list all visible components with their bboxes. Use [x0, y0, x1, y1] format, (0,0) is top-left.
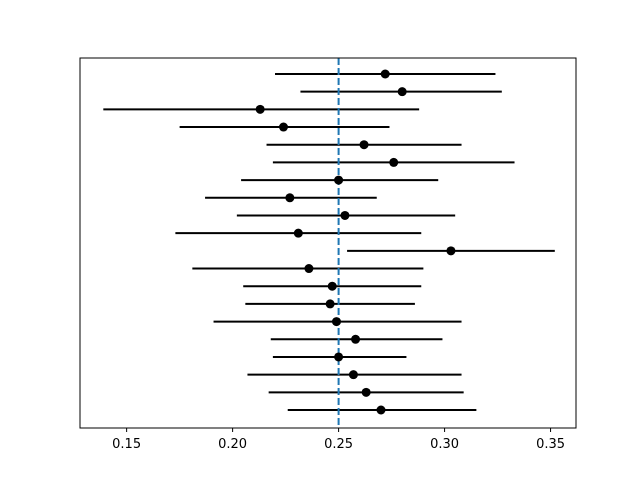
- x-axis: 0.15 0.20 0.25 0.30 0.35: [112, 428, 565, 452]
- data-point: [325, 299, 335, 309]
- data-point: [304, 264, 314, 274]
- data-point: [351, 334, 361, 344]
- data-point: [255, 104, 265, 114]
- data-point: [285, 193, 295, 203]
- x-tick-label: 0.25: [324, 437, 353, 452]
- data-point: [359, 140, 369, 150]
- data-point: [380, 69, 390, 79]
- data-point: [376, 405, 386, 415]
- data-point: [348, 370, 358, 380]
- x-tick-label: 0.35: [536, 437, 565, 452]
- data-point: [389, 157, 399, 167]
- data-point: [397, 87, 407, 97]
- data-point: [340, 210, 350, 220]
- data-point: [334, 175, 344, 185]
- data-point: [278, 122, 288, 132]
- x-tick-label: 0.20: [218, 437, 247, 452]
- x-tick-label: 0.30: [430, 437, 459, 452]
- data-point: [293, 228, 303, 238]
- plot-content: [103, 58, 555, 428]
- axes-frame: [79, 57, 577, 429]
- x-tick-label: 0.15: [112, 437, 141, 452]
- data-point: [331, 317, 341, 327]
- data-point: [446, 246, 456, 256]
- data-point: [361, 387, 371, 397]
- data-point: [334, 352, 344, 362]
- data-point: [327, 281, 337, 291]
